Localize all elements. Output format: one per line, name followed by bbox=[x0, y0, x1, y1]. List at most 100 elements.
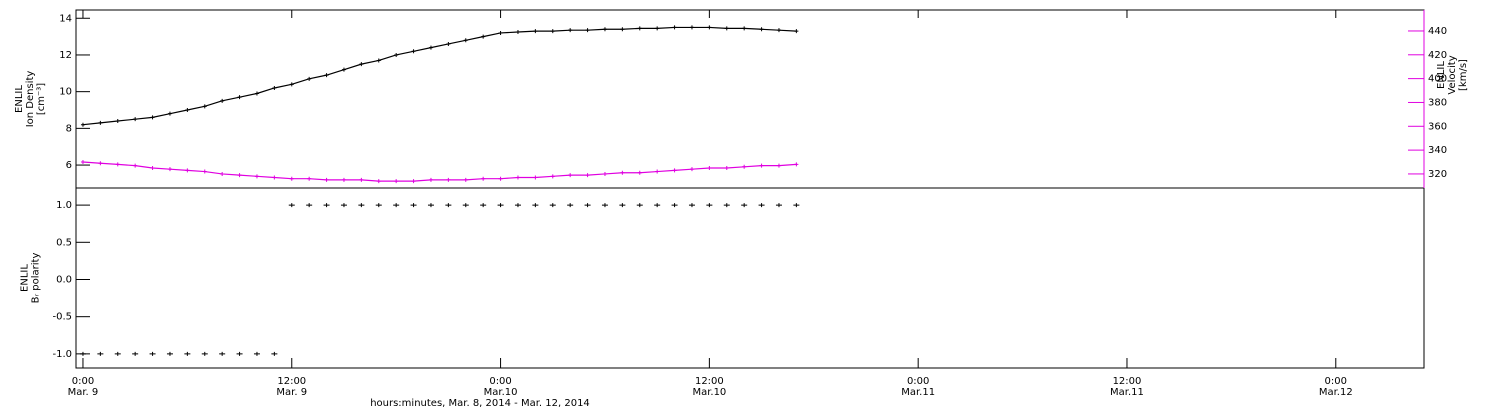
data-point bbox=[794, 162, 799, 167]
y-tick-label: 14 bbox=[59, 13, 72, 24]
data-point bbox=[742, 26, 747, 31]
y-axis-label: [cm⁻³] bbox=[36, 83, 47, 115]
data-point bbox=[514, 203, 521, 208]
data-point bbox=[150, 165, 155, 170]
y-tick-label: 6 bbox=[66, 160, 72, 171]
data-point bbox=[185, 168, 190, 173]
data-point bbox=[775, 203, 782, 208]
data-point bbox=[80, 160, 85, 165]
data-point bbox=[358, 203, 365, 208]
data-point bbox=[655, 26, 660, 31]
y2-tick-label: 420 bbox=[1428, 50, 1447, 61]
data-point bbox=[341, 177, 346, 182]
y-axis-label: Bᵣ polarity bbox=[31, 253, 42, 304]
y-tick-label: 10 bbox=[59, 87, 72, 98]
data-point bbox=[585, 173, 590, 178]
data-point bbox=[307, 176, 312, 181]
data-point bbox=[793, 203, 800, 208]
data-point bbox=[637, 170, 642, 175]
data-point bbox=[289, 176, 294, 181]
data-point bbox=[428, 45, 433, 50]
x-tick-date: Mar. 9 bbox=[68, 387, 99, 398]
data-point bbox=[376, 58, 381, 63]
data-point bbox=[376, 179, 381, 184]
data-point bbox=[445, 203, 452, 208]
data-point bbox=[742, 164, 747, 169]
data-point bbox=[115, 119, 120, 124]
data-point bbox=[776, 163, 781, 168]
data-point bbox=[654, 203, 661, 208]
data-point bbox=[253, 351, 260, 356]
data-point bbox=[393, 203, 400, 208]
data-point bbox=[98, 120, 103, 125]
data-point bbox=[706, 203, 713, 208]
data-point bbox=[359, 177, 364, 182]
data-point bbox=[428, 177, 433, 182]
x-tick-label: 12:00 bbox=[277, 376, 306, 387]
y-axis-label: Velocity bbox=[1447, 55, 1458, 94]
data-point bbox=[132, 351, 139, 356]
y2-tick-label: 400 bbox=[1428, 74, 1447, 85]
y-axis-label: ENLIL bbox=[20, 264, 31, 292]
data-point bbox=[324, 73, 329, 78]
data-point bbox=[150, 115, 155, 120]
series-line bbox=[82, 26, 797, 126]
data-point bbox=[97, 351, 104, 356]
y-tick-label: 1.0 bbox=[56, 200, 72, 211]
data-point bbox=[394, 179, 399, 184]
data-point bbox=[481, 176, 486, 181]
data-point bbox=[689, 167, 694, 172]
data-point bbox=[289, 82, 294, 87]
data-point bbox=[463, 38, 468, 43]
y-tick-label: 0.5 bbox=[56, 237, 72, 248]
data-point bbox=[201, 351, 208, 356]
data-point bbox=[724, 165, 729, 170]
data-point bbox=[481, 34, 486, 39]
data-point bbox=[411, 49, 416, 54]
data-point bbox=[219, 351, 226, 356]
y-axis-label: Ion Density bbox=[25, 71, 36, 128]
data-point bbox=[133, 163, 138, 168]
data-point bbox=[550, 174, 555, 179]
x-tick-label: 0:00 bbox=[489, 376, 511, 387]
data-point bbox=[759, 163, 764, 168]
data-point bbox=[515, 30, 520, 35]
data-point bbox=[498, 176, 503, 181]
x-tick-label: 0:00 bbox=[1325, 376, 1347, 387]
x-tick-date: Mar.10 bbox=[484, 387, 518, 398]
y-tick-label: 8 bbox=[66, 123, 72, 134]
data-point bbox=[411, 179, 416, 184]
data-point bbox=[533, 29, 538, 34]
data-point bbox=[410, 203, 417, 208]
data-point bbox=[394, 52, 399, 57]
y2-tick-label: 340 bbox=[1428, 145, 1447, 156]
data-point bbox=[254, 174, 259, 179]
data-point bbox=[359, 62, 364, 67]
data-point bbox=[167, 111, 172, 116]
data-point bbox=[254, 91, 259, 96]
x-tick-label: 12:00 bbox=[695, 376, 724, 387]
data-point bbox=[463, 177, 468, 182]
data-point bbox=[671, 203, 678, 208]
data-point bbox=[655, 169, 660, 174]
data-point bbox=[602, 27, 607, 32]
y-axis-label: ENLIL bbox=[14, 85, 25, 113]
data-point bbox=[794, 29, 799, 34]
data-point bbox=[288, 203, 295, 208]
data-point bbox=[549, 203, 556, 208]
data-point bbox=[375, 203, 382, 208]
data-point bbox=[237, 173, 242, 178]
data-point bbox=[620, 170, 625, 175]
y-tick-label: -1.0 bbox=[52, 349, 72, 360]
data-point bbox=[672, 25, 677, 30]
data-point bbox=[637, 26, 642, 31]
data-point bbox=[133, 117, 138, 122]
y2-tick-label: 360 bbox=[1428, 121, 1447, 132]
y-tick-label: -0.5 bbox=[52, 312, 72, 323]
bottom-frame bbox=[75, 187, 1425, 369]
data-point bbox=[167, 167, 172, 172]
series-line bbox=[82, 161, 797, 182]
data-point bbox=[480, 203, 487, 208]
data-point bbox=[184, 351, 191, 356]
